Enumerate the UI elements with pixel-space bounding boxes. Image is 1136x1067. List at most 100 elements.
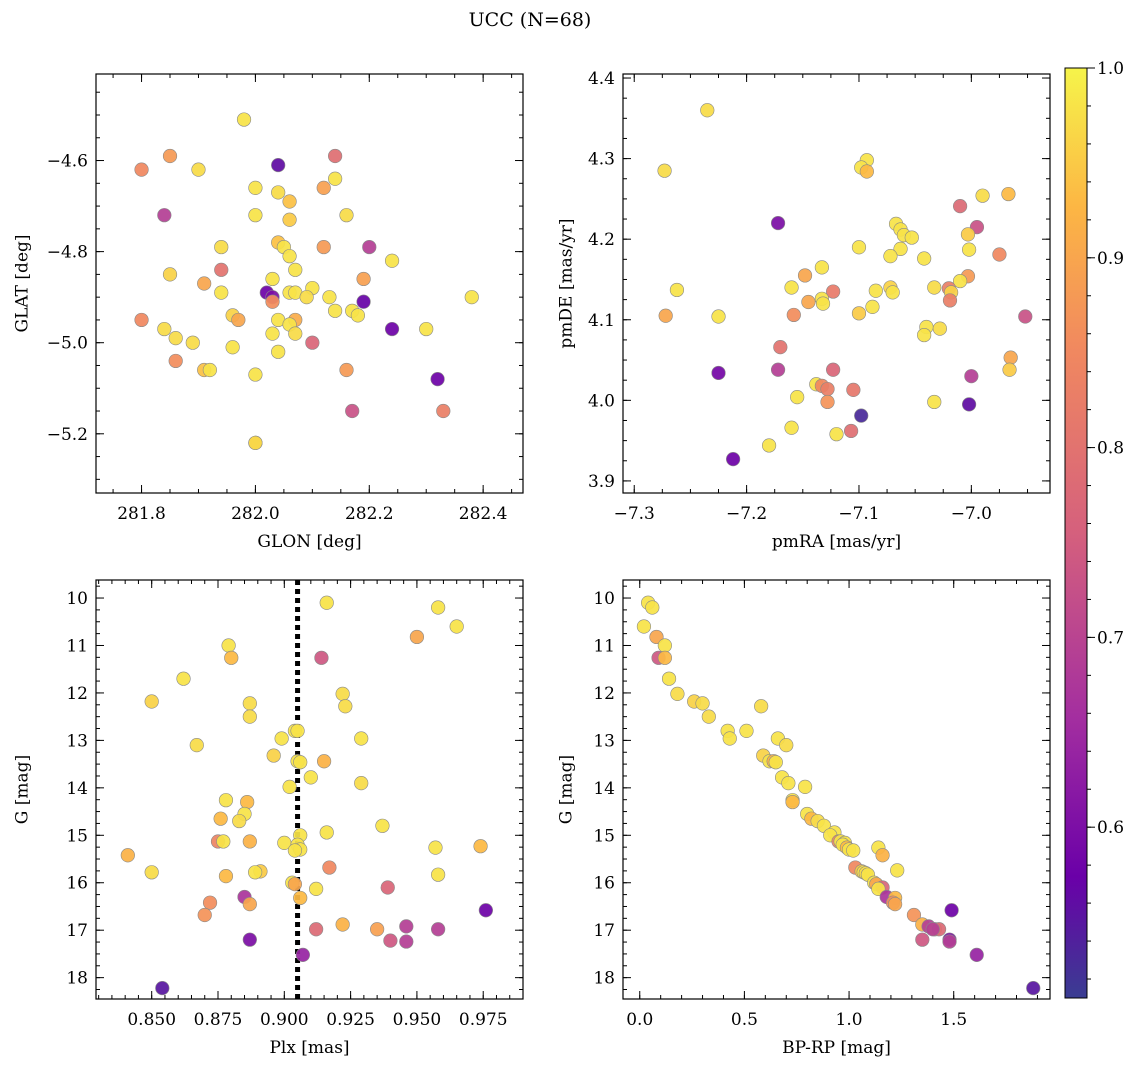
y-tick-label: 17 <box>593 921 615 941</box>
x-tick-label: −7.2 <box>726 504 767 524</box>
x-tick-label: 0.975 <box>459 1010 508 1030</box>
data-point <box>975 188 990 203</box>
data-point <box>761 438 777 453</box>
data-point <box>636 619 652 634</box>
y-tick-label: 11 <box>593 636 615 656</box>
data-point <box>953 273 968 289</box>
data-point <box>328 148 343 164</box>
data-point <box>969 947 984 962</box>
data-point <box>464 290 479 305</box>
axis-ticks <box>623 74 1050 493</box>
data-point <box>293 890 308 906</box>
data-point <box>961 397 977 412</box>
data-point <box>781 775 796 791</box>
data-point <box>779 738 794 753</box>
data-point <box>335 917 350 932</box>
data-point <box>240 794 255 810</box>
x-tick-label: 282.2 <box>345 504 394 524</box>
data-point <box>384 253 400 268</box>
data-point <box>399 919 414 934</box>
x-axis-label: BP-RP [mag] <box>782 1038 891 1058</box>
y-tick-label: −5.2 <box>47 425 88 445</box>
data-point <box>242 896 257 912</box>
data-point <box>266 748 281 763</box>
data-point <box>322 290 337 305</box>
colorbar-tick-label: 0.8 <box>1097 439 1124 459</box>
data-point <box>314 650 329 665</box>
x-tick-label: 1.0 <box>836 1010 863 1030</box>
colorbar-gradient <box>1064 67 1088 999</box>
data-point <box>232 813 247 829</box>
data-point <box>282 779 297 794</box>
data-point <box>784 420 799 435</box>
x-tick-label: −7.0 <box>951 504 992 524</box>
data-point <box>846 382 861 397</box>
data-point <box>754 699 769 714</box>
data-point <box>820 381 835 397</box>
data-point <box>865 299 880 314</box>
data-point <box>1001 186 1016 202</box>
data-point <box>942 293 958 308</box>
x-axis-label: Plx [mas] <box>269 1038 349 1058</box>
y-tick-label: −5.0 <box>47 334 88 354</box>
data-point <box>354 775 369 791</box>
y-tick-label: 16 <box>66 874 88 894</box>
data-point <box>739 723 754 738</box>
data-point <box>356 294 371 309</box>
data-point <box>309 881 324 897</box>
data-point <box>293 755 308 770</box>
x-tick-label: 0.850 <box>127 1010 176 1030</box>
data-point <box>1026 980 1041 996</box>
y-tick-label: 14 <box>593 779 615 799</box>
x-axis-label: GLON [deg] <box>257 532 361 552</box>
data-point <box>844 423 859 439</box>
data-point <box>242 709 257 724</box>
data-point <box>271 157 286 173</box>
y-tick-label: 4.3 <box>588 150 615 170</box>
data-point <box>917 327 932 343</box>
x-tick-label: 282.4 <box>459 504 508 524</box>
data-point <box>231 312 246 328</box>
x-tick-label: 0.900 <box>260 1010 309 1030</box>
data-point <box>888 896 903 912</box>
data-point <box>202 895 218 910</box>
y-axis-label: GLAT [deg] <box>13 234 33 332</box>
data-point <box>409 629 425 645</box>
data-point <box>248 865 263 880</box>
data-point <box>339 208 354 223</box>
data-point <box>925 922 940 937</box>
data-point <box>224 650 239 665</box>
data-point <box>214 239 229 255</box>
y-tick-label: 18 <box>593 969 615 989</box>
data-point <box>338 699 353 714</box>
data-point <box>875 848 890 863</box>
colorbar-tick-label: 0.6 <box>1097 818 1124 838</box>
data-point <box>890 863 905 878</box>
axes-frame <box>622 73 1051 494</box>
data-point <box>157 321 172 337</box>
data-point <box>322 860 337 875</box>
y-tick-label: 12 <box>66 684 88 704</box>
data-point <box>189 738 204 753</box>
data-point <box>328 171 343 186</box>
data-point <box>144 865 159 880</box>
colorbar-tick-label: 0.9 <box>1097 249 1124 269</box>
data-point <box>695 696 710 711</box>
y-tick-label: 10 <box>66 589 88 609</box>
data-point <box>271 185 286 200</box>
data-point <box>176 671 191 686</box>
x-tick-label: 0.5 <box>731 1010 758 1030</box>
y-tick-label: 4.1 <box>588 311 615 331</box>
data-point <box>319 595 334 610</box>
data-point <box>868 283 883 298</box>
data-point <box>726 452 741 467</box>
x-tick-label: 281.8 <box>117 504 166 524</box>
y-axis-label: G [mag] <box>13 755 33 824</box>
data-point <box>826 284 841 299</box>
y-tick-label: 16 <box>593 874 615 894</box>
y-tick-label: 13 <box>593 731 615 751</box>
data-point <box>770 362 786 377</box>
data-point <box>236 112 252 127</box>
data-point <box>383 933 398 948</box>
data-point <box>319 825 334 840</box>
